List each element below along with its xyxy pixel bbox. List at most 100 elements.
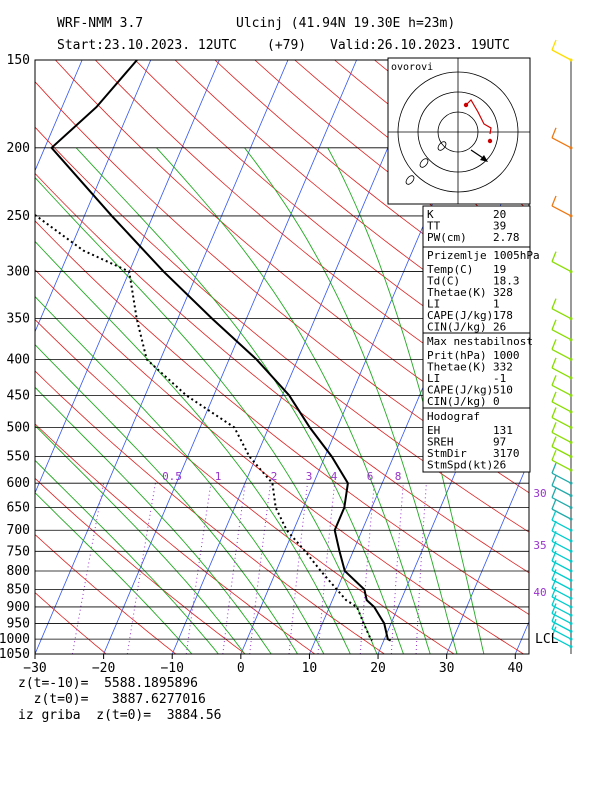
wind-barb-feather (551, 509, 557, 521)
hodograph-trace (465, 99, 492, 135)
mixing-ratio-line (390, 483, 404, 654)
wind-barb (551, 497, 572, 509)
wind-barb (551, 636, 572, 648)
wind-barb (551, 401, 572, 413)
wind-barb-dot (569, 481, 573, 485)
indices-panel (422, 205, 531, 248)
wind-barb (551, 308, 572, 320)
wind-barb (551, 384, 572, 396)
start-time: Start:23.10.2023. 12UTC (57, 38, 237, 53)
wind-barb-dot (569, 621, 573, 625)
mixing-ratio-label: 2 (271, 470, 278, 483)
pressure-tick-label: 900 (7, 600, 30, 615)
mixing-ratio-label: 8 (395, 470, 402, 483)
pressure-tick-label: 450 (7, 388, 30, 403)
indices-panel-value: 20 (493, 208, 506, 221)
wind-barb-dot (569, 629, 573, 633)
surface-panel-key: LI (427, 298, 440, 311)
wind-barb (551, 472, 572, 484)
mixing-ratio-line (415, 483, 427, 654)
surface-panel-value: 328 (493, 286, 513, 299)
mixing-ratio-labels: 0.5 1 2 3 4 6 8 (162, 470, 401, 483)
max-instability-panel-value: 0 (493, 395, 500, 408)
wind-barb (551, 446, 572, 458)
hodograph-panel-value: 131 (493, 424, 513, 437)
wind-barb (551, 205, 572, 217)
stability-panels: K 20 TT 39 PW(cm) 2.78 Prizemlje 1005hPaTemp(C… (422, 205, 540, 473)
pressure-tick-label: 350 (7, 312, 30, 327)
wind-barb (551, 459, 572, 471)
dewpoint-profile (35, 213, 373, 642)
moist-adiabat-line (35, 295, 325, 654)
wind-barb (551, 49, 572, 61)
temperature-tick-label: 0 (237, 661, 245, 676)
moist-adiabat-line (156, 147, 431, 654)
max-instability-panel-key: LI (427, 372, 440, 385)
hodograph-title: ovorovi (391, 62, 433, 73)
temperature-tick-label: 40 (507, 661, 523, 676)
wind-barb-feather (551, 618, 557, 630)
indices-panel-key: PW(cm) (427, 231, 467, 244)
wind-barb-dot (569, 410, 573, 414)
wind-barb-feather (551, 298, 557, 309)
temperature-tick-label: 20 (370, 661, 386, 676)
wind-barb-feather (551, 319, 557, 330)
valid-time: Valid:26.10.2023. 19UTC (330, 38, 510, 53)
wind-barb-dot (569, 596, 573, 600)
temperature-tick-label: 10 (302, 661, 318, 676)
max-instability-panel-value: -1 (493, 372, 506, 385)
wind-barb-feather (551, 39, 557, 51)
wind-barb-feather (551, 541, 557, 552)
isotherm-line (171, 60, 426, 654)
hodograph-frame (387, 57, 531, 205)
wind-barb-dot (569, 539, 573, 543)
pressure-tick-label: 800 (7, 564, 30, 579)
pressure-tick-label: 1050 (0, 647, 30, 662)
hodograph-panel-key: StmDir (427, 447, 467, 460)
surface-panel-value: 178 (493, 309, 513, 322)
wind-barb-dot (569, 528, 573, 532)
model-title: WRF-NMM 3.7 (57, 16, 143, 31)
pressure-tick-label: 400 (7, 352, 30, 367)
wind-barb (551, 431, 572, 443)
moist-adiabat-line (35, 492, 193, 654)
pressure-axis: 150 200 250 300 350 400 450 500 550 600 650 700 750 8… (0, 53, 30, 662)
sounding-profiles (35, 60, 392, 642)
surface-panel-key: Temp(C) (427, 263, 473, 276)
wind-barb-feather (551, 195, 557, 207)
wind-barb-dot (569, 58, 573, 62)
lead-time: (+79) (267, 38, 306, 53)
pressure-tick-label: 550 (7, 450, 30, 465)
temperature-tick-label: −20 (92, 661, 115, 676)
pressure-tick-label: 250 (7, 209, 30, 224)
max-instability-panel (422, 332, 531, 409)
mixing-ratio-label: 6 (367, 470, 374, 483)
max-instability-panel-value: 1000 (493, 349, 520, 362)
surface-panel-value: 26 (493, 321, 506, 334)
mixing-ratio-line (71, 483, 105, 654)
wind-barb-dot (569, 376, 573, 380)
wind-barb-dot (569, 270, 573, 274)
wind-barb-dot (569, 494, 573, 498)
hodograph-panel-title: Hodograf (427, 410, 480, 423)
pressure-tick-label: 150 (7, 53, 30, 68)
wind-barb-feather (551, 449, 557, 461)
indices-panel-key: K (427, 208, 434, 221)
wind-barb-dot (569, 146, 573, 150)
wind-barb-dot (569, 578, 573, 582)
max-instability-panel-value: 332 (493, 361, 513, 374)
wind-barb (551, 329, 572, 341)
wind-barb-feather (551, 520, 557, 532)
wind-barb-dot (569, 517, 573, 521)
wind-speed-label: 30 (533, 487, 546, 500)
moist-adiabat-line (35, 343, 298, 654)
indices-panel-key: TT (427, 220, 441, 233)
wind-barb-feather (551, 586, 557, 598)
wind-barb-feather (551, 436, 557, 447)
mixing-ratio-label: 1 (215, 470, 222, 483)
wind-barb-feather (551, 422, 557, 433)
isotherm-line (446, 459, 529, 654)
moist-adiabat-line (75, 147, 404, 654)
hodograph-panel (422, 407, 531, 473)
pressure-tick-label: 300 (7, 265, 30, 280)
